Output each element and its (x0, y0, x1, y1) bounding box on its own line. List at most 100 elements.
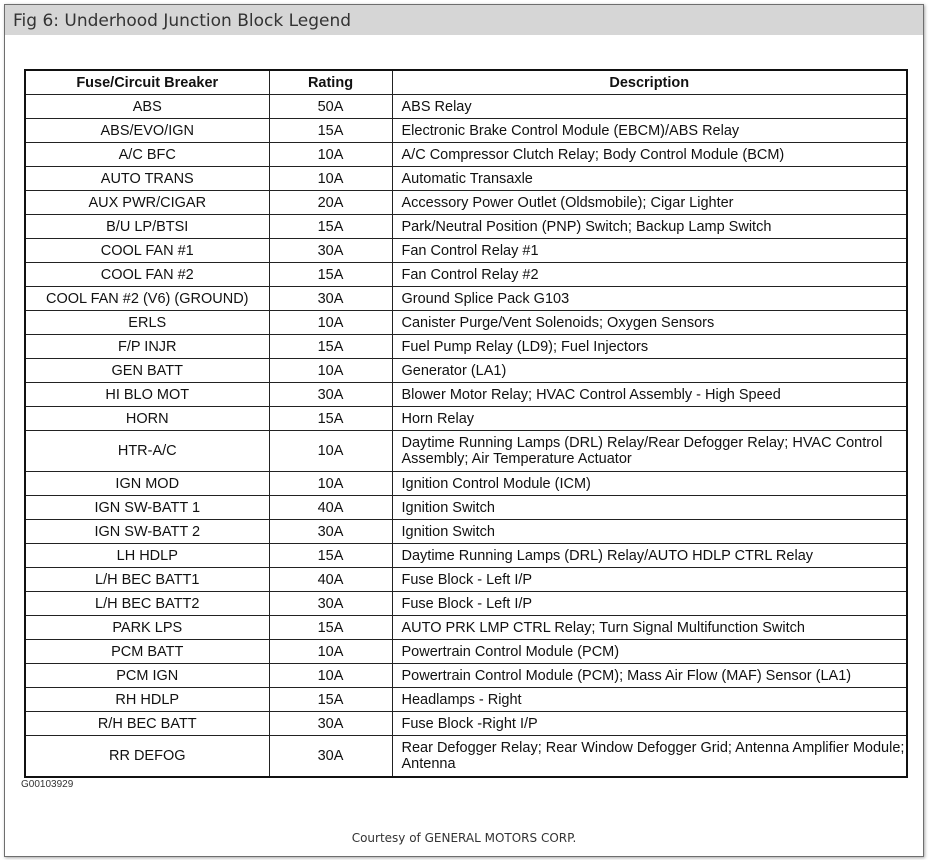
table-row: PCM IGN 10A Powertrain Control Module (PCM… (24, 663, 908, 688)
rating-cell: 30A (268, 286, 393, 311)
table-row: AUTO TRANS 10A Automatic Transaxle (24, 166, 908, 191)
fuse-cell: HTR-A/C (24, 430, 270, 472)
description-cell: Ignition Switch (391, 519, 908, 544)
fuse-cell: RR DEFOG (24, 735, 270, 778)
rating-cell: 10A (268, 310, 393, 335)
fuse-cell: COOL FAN #2 (24, 262, 270, 287)
table-row: GEN BATT 10A Generator (LA1) (24, 358, 908, 383)
rating-cell: 15A (268, 118, 393, 143)
table-row: COOL FAN #2 (V6) (GROUND) 30A Ground Splic… (24, 286, 908, 311)
table-row: AUX PWR/CIGAR 20A Accessory Power Outlet (… (24, 190, 908, 215)
fuse-cell: PCM BATT (24, 639, 270, 664)
description-cell: Electronic Brake Control Module (EBCM)/A… (391, 118, 908, 143)
description-cell: Powertrain Control Module (PCM) (391, 639, 908, 664)
fuse-cell: IGN SW-BATT 1 (24, 495, 270, 520)
fuse-cell: AUTO TRANS (24, 166, 270, 191)
description-cell: Fuel Pump Relay (LD9); Fuel Injectors (391, 334, 908, 359)
fuse-cell: ABS (24, 94, 270, 119)
description-cell: Fuse Block -Right I/P (391, 711, 908, 736)
rating-cell: 15A (268, 262, 393, 287)
description-cell: Accessory Power Outlet (Oldsmobile); Cig… (391, 190, 908, 215)
table-row: HORN 15A Horn Relay (24, 406, 908, 431)
description-cell: ABS Relay (391, 94, 908, 119)
description-cell: A/C Compressor Clutch Relay; Body Contro… (391, 142, 908, 167)
description-cell: Ignition Switch (391, 495, 908, 520)
rating-cell: 30A (268, 382, 393, 407)
rating-cell: 30A (268, 519, 393, 544)
table-row: IGN MOD 10A Ignition Control Module (ICM) (24, 471, 908, 496)
fuse-cell: COOL FAN #2 (V6) (GROUND) (24, 286, 270, 311)
rating-cell: 10A (268, 166, 393, 191)
table-row: ERLS 10A Canister Purge/Vent Solenoids; Ox… (24, 310, 908, 335)
description-cell: Headlamps - Right (391, 687, 908, 712)
rating-cell: 15A (268, 687, 393, 712)
rating-cell: 15A (268, 334, 393, 359)
rating-cell: 10A (268, 358, 393, 383)
figure-code: G00103929 (21, 779, 74, 790)
description-cell: Ground Splice Pack G103 (391, 286, 908, 311)
fuse-cell: L/H BEC BATT1 (24, 567, 270, 592)
table-row: PARK LPS 15A AUTO PRK LMP CTRL Relay; Turn… (24, 615, 908, 640)
rating-cell: 30A (268, 735, 393, 778)
fuse-cell: GEN BATT (24, 358, 270, 383)
fuse-cell: IGN SW-BATT 2 (24, 519, 270, 544)
fuse-cell: A/C BFC (24, 142, 270, 167)
rating-cell: 20A (268, 190, 393, 215)
fuse-cell: HORN (24, 406, 270, 431)
table-row: B/U LP/BTSI 15A Park/Neutral Position (PNP… (24, 214, 908, 239)
description-cell: Fan Control Relay #2 (391, 262, 908, 287)
table-row: RR DEFOG 30A Rear Defogger Relay; Rear Win… (24, 735, 908, 778)
description-cell: Fuse Block - Left I/P (391, 591, 908, 616)
description-cell: Horn Relay (391, 406, 908, 431)
table-row: L/H BEC BATT2 30A Fuse Block - Left I/P (24, 591, 908, 616)
table-row: ABS 50A ABS Relay (24, 94, 908, 119)
fuse-cell: RH HDLP (24, 687, 270, 712)
description-cell: Rear Defogger Relay; Rear Window Defogge… (391, 735, 908, 778)
rating-cell: 30A (268, 711, 393, 736)
table-row: HI BLO MOT 30A Blower Motor Relay; HVAC Co… (24, 382, 908, 407)
table-header-row: Fuse/Circuit Breaker Rating Description (24, 69, 908, 95)
fuse-cell: IGN MOD (24, 471, 270, 496)
rating-cell: 40A (268, 567, 393, 592)
rating-cell: 10A (268, 471, 393, 496)
column-header-rating: Rating (268, 69, 393, 95)
description-cell: Canister Purge/Vent Solenoids; Oxygen Se… (391, 310, 908, 335)
description-cell: Powertrain Control Module (PCM); Mass Ai… (391, 663, 908, 688)
rating-cell: 10A (268, 639, 393, 664)
fuse-cell: COOL FAN #1 (24, 238, 270, 263)
description-cell: Fan Control Relay #1 (391, 238, 908, 263)
rating-cell: 15A (268, 214, 393, 239)
description-cell: Generator (LA1) (391, 358, 908, 383)
fuse-cell: F/P INJR (24, 334, 270, 359)
description-cell: Daytime Running Lamps (DRL) Relay/AUTO H… (391, 543, 908, 568)
rating-cell: 10A (268, 142, 393, 167)
description-cell: Blower Motor Relay; HVAC Control Assembl… (391, 382, 908, 407)
table-row: COOL FAN #2 15A Fan Control Relay #2 (24, 262, 908, 287)
fuse-legend-table: Fuse/Circuit Breaker Rating Description … (24, 69, 908, 778)
fuse-cell: PCM IGN (24, 663, 270, 688)
description-cell: Park/Neutral Position (PNP) Switch; Back… (391, 214, 908, 239)
fuse-cell: R/H BEC BATT (24, 711, 270, 736)
table-row: F/P INJR 15A Fuel Pump Relay (LD9); Fuel I… (24, 334, 908, 359)
table-row: A/C BFC 10A A/C Compressor Clutch Relay; B… (24, 142, 908, 167)
column-header-fuse: Fuse/Circuit Breaker (24, 69, 270, 95)
table-row: IGN SW-BATT 1 40A Ignition Switch (24, 495, 908, 520)
fuse-cell: HI BLO MOT (24, 382, 270, 407)
description-cell: Ignition Control Module (ICM) (391, 471, 908, 496)
table-row: RH HDLP 15A Headlamps - Right (24, 687, 908, 712)
fuse-cell: ABS/EVO/IGN (24, 118, 270, 143)
rating-cell: 50A (268, 94, 393, 119)
description-cell: AUTO PRK LMP CTRL Relay; Turn Signal Mul… (391, 615, 908, 640)
rating-cell: 15A (268, 615, 393, 640)
rating-cell: 10A (268, 663, 393, 688)
table-row: HTR-A/C 10A Daytime Running Lamps (DRL) Re… (24, 430, 908, 472)
description-cell: Daytime Running Lamps (DRL) Relay/Rear D… (391, 430, 908, 472)
table-row: PCM BATT 10A Powertrain Control Module (PC… (24, 639, 908, 664)
fuse-cell: L/H BEC BATT2 (24, 591, 270, 616)
rating-cell: 15A (268, 406, 393, 431)
figure-frame: Fig 6: Underhood Junction Block Legend F… (4, 4, 924, 857)
rating-cell: 30A (268, 591, 393, 616)
table-row: L/H BEC BATT1 40A Fuse Block - Left I/P (24, 567, 908, 592)
table-row: ABS/EVO/IGN 15A Electronic Brake Control M… (24, 118, 908, 143)
column-header-description: Description (391, 69, 908, 95)
